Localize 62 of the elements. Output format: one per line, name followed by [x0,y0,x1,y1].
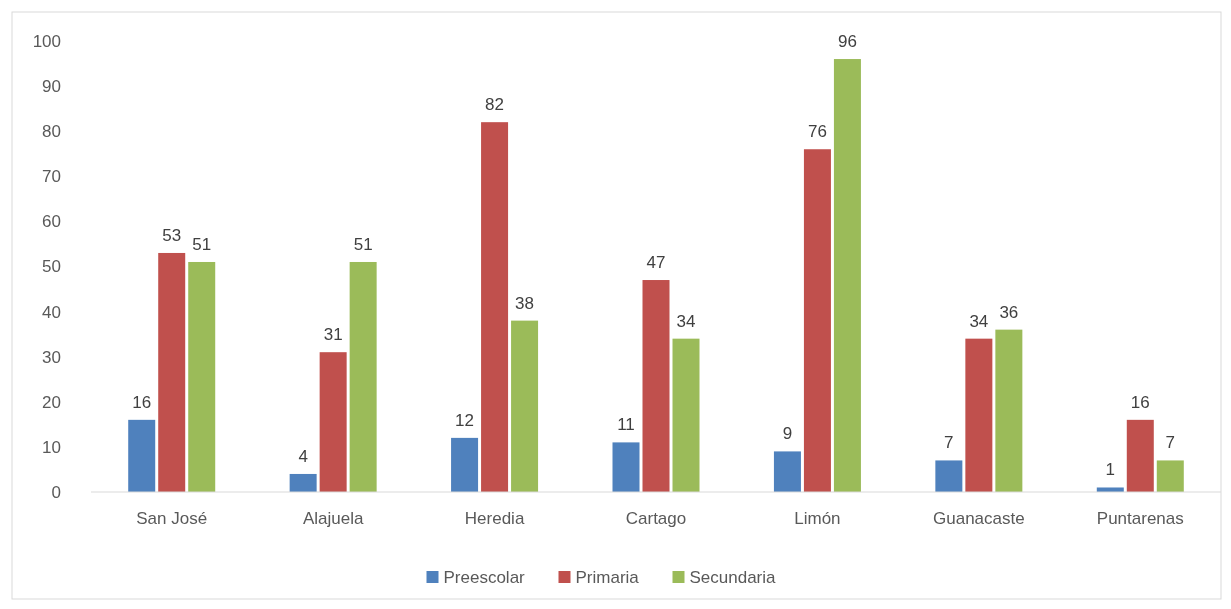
x-tick-label: Puntarenas [1096,509,1184,528]
bar [965,338,993,492]
y-tick-label: 50 [42,257,61,277]
x-tick-label: Guanacaste [933,509,1025,528]
bar [349,261,377,492]
data-label: 31 [323,325,343,345]
bar [803,149,831,492]
data-label: 34 [969,311,989,331]
legend-label: Secundaria [689,567,777,587]
x-tick-label: Alajuela [302,509,364,528]
data-label: 47 [646,253,666,273]
data-label: 9 [782,424,793,444]
bar [612,442,640,492]
bar [511,320,539,492]
y-tick-label: 0 [51,482,61,502]
data-label: 96 [837,32,857,52]
data-label: 76 [807,122,827,142]
y-tick-label: 10 [42,437,61,457]
data-label: 38 [515,293,535,313]
bar [128,419,156,492]
bar [1126,419,1154,492]
y-tick-label: 80 [42,122,61,142]
bar [833,59,861,492]
bar [289,473,317,492]
data-label: 34 [676,311,696,331]
data-label: 53 [162,225,182,245]
data-label: 82 [485,95,505,115]
data-label: 4 [298,446,308,466]
bar [451,437,479,492]
y-tick-label: 20 [42,392,61,412]
data-label: 12 [455,410,475,430]
data-label: 36 [999,302,1019,322]
y-tick-label: 60 [42,212,61,232]
y-tick-label: 100 [32,31,61,51]
data-label: 51 [353,234,373,254]
data-label: 11 [617,415,635,435]
bar [642,280,670,492]
bar [1156,460,1184,492]
bar [672,338,700,492]
bar [481,122,509,492]
legend-label: Preescolar [443,567,526,587]
bar [773,451,801,492]
bar [995,329,1023,492]
y-tick-label: 70 [42,167,61,187]
bar [188,261,216,492]
data-label: 7 [944,433,954,453]
y-tick-label: 90 [42,77,61,97]
y-tick-label: 30 [42,347,61,367]
x-tick-label: Heredia [464,509,525,528]
data-label: 51 [192,234,212,254]
legend-label: Primaria [575,567,640,587]
data-label: 1 [1105,460,1116,480]
y-tick-label: 40 [42,302,61,322]
bar [158,252,186,492]
x-tick-label: San José [136,509,208,528]
data-label: 16 [1130,392,1150,412]
x-tick-label: Limón [794,509,841,528]
x-tick-label: Cartago [625,509,687,528]
data-label: 7 [1165,433,1176,453]
bar [935,460,963,492]
data-label: 16 [132,392,152,412]
bar [319,352,347,492]
